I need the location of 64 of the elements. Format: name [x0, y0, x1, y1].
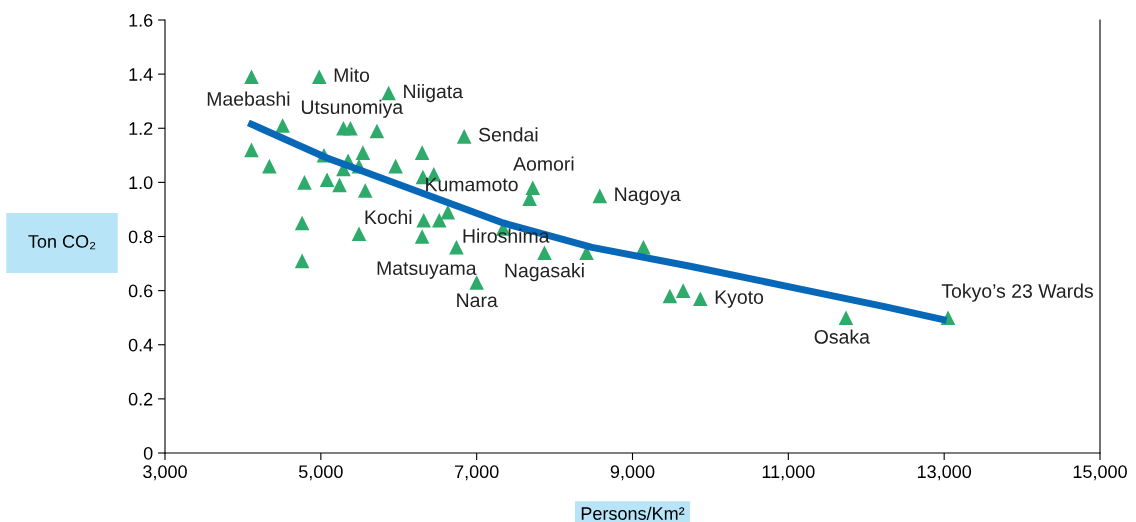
annotation: Sendai: [478, 127, 538, 142]
x-tick-label: 13,000: [917, 465, 972, 481]
point: [662, 288, 678, 304]
point: [343, 120, 358, 136]
point: [693, 291, 708, 307]
point: [275, 118, 290, 133]
annotation: Nara: [457, 293, 498, 308]
point: [431, 212, 447, 228]
y-tick-label: 1.4: [129, 68, 153, 81]
annotation: Kyoto: [715, 290, 764, 308]
x-tick-label: 7,000: [455, 465, 499, 481]
y-tick-label: 0.8: [128, 230, 153, 244]
annotation: Niigata: [404, 84, 464, 103]
x-tick-label: 11,000: [762, 465, 815, 481]
point: [262, 158, 277, 174]
point: [294, 253, 310, 269]
point: [675, 283, 691, 298]
point: [414, 229, 430, 244]
annotation: Nagasaki: [505, 263, 584, 282]
x-axis-title: Persons/Km²: [581, 506, 685, 520]
annotation: Osaka: [814, 329, 870, 344]
y-tick-label: 0: [143, 446, 153, 460]
point: [332, 177, 347, 193]
annotation: Kochi: [365, 209, 412, 225]
point: [456, 129, 472, 144]
annotation: Tokyo’s 23 Wards: [941, 283, 1093, 302]
y-tick-label: 0.4: [128, 338, 153, 352]
point: [838, 310, 854, 325]
point: [351, 226, 367, 242]
annotation: Mito: [334, 67, 370, 83]
y-tick-label: 1.0: [129, 176, 153, 190]
point: [440, 204, 456, 220]
annotation: Utsunomiya: [301, 99, 404, 118]
point: [319, 172, 335, 187]
point: [244, 69, 259, 85]
x-tick-label: 3,000: [143, 465, 187, 481]
y-axis-title: Ton CO₂: [28, 235, 96, 250]
point: [311, 69, 327, 85]
point: [355, 145, 371, 160]
annotation: Nagoya: [615, 187, 681, 205]
y-tick-label: 0.6: [128, 284, 153, 298]
point: [294, 215, 310, 231]
y-tick-label: 1.6: [129, 13, 153, 27]
annotation: Maebashi: [207, 91, 290, 106]
annotation: Matsuyama: [377, 261, 477, 279]
point: [537, 245, 552, 261]
point: [416, 212, 431, 228]
point: [369, 123, 385, 139]
point: [449, 240, 464, 255]
point: [414, 145, 430, 160]
x-tick-label: 5,000: [298, 465, 343, 481]
x-tick-label: 9,000: [610, 465, 655, 481]
point: [525, 180, 541, 196]
y-tick-label: 0.2: [128, 392, 153, 406]
annotation: Kumamoto: [426, 177, 518, 192]
point: [244, 142, 259, 158]
annotation: Aomori: [513, 156, 574, 171]
point: [388, 158, 403, 174]
point: [297, 175, 312, 190]
annotation: Hiroshima: [463, 228, 550, 243]
x-tick-label: 15,000: [1073, 465, 1127, 481]
point: [592, 188, 608, 204]
point: [357, 183, 373, 198]
y-tick-label: 1.2: [129, 122, 153, 135]
